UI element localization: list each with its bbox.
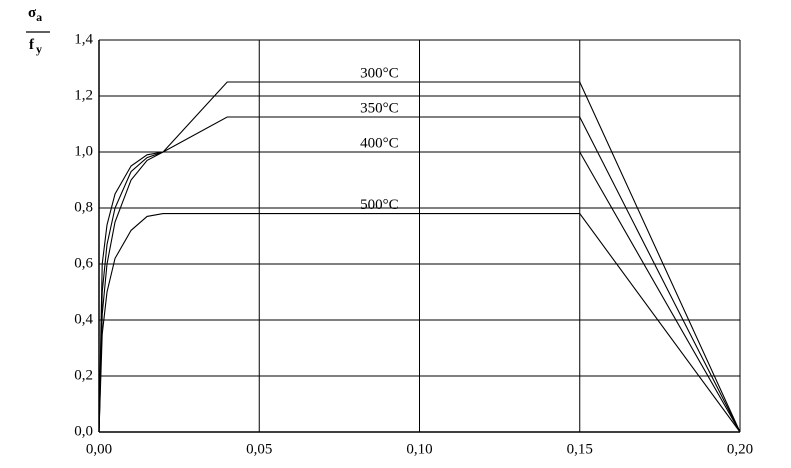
curve — [98, 213, 741, 433]
x-tick-label: 0,10 — [406, 441, 432, 457]
y-tick-label: 0,0 — [74, 423, 93, 439]
x-tick-label: 0,05 — [246, 441, 272, 457]
y-tick-label: 0,2 — [74, 367, 93, 383]
series-label: 350°C — [360, 100, 399, 116]
x-tick-label: 0,00 — [86, 441, 112, 457]
curve — [98, 116, 741, 433]
series-label: 400°C — [360, 135, 399, 151]
series-label: 300°C — [360, 65, 399, 81]
y-tick-label: 1,4 — [74, 31, 93, 47]
y-label-numerator: σa — [28, 5, 42, 23]
x-tick-label: 0,15 — [567, 441, 593, 457]
y-tick-label: 0,4 — [74, 311, 93, 327]
y-tick-label: 0,8 — [74, 199, 93, 215]
y-tick-label: 1,0 — [74, 143, 93, 159]
y-tick-label: 0,6 — [74, 255, 93, 271]
series-label: 500°C — [360, 197, 399, 213]
curve — [98, 81, 741, 433]
x-tick-label: 0,20 — [727, 441, 753, 457]
curve — [98, 151, 741, 433]
y-tick-label: 1,2 — [74, 87, 93, 103]
